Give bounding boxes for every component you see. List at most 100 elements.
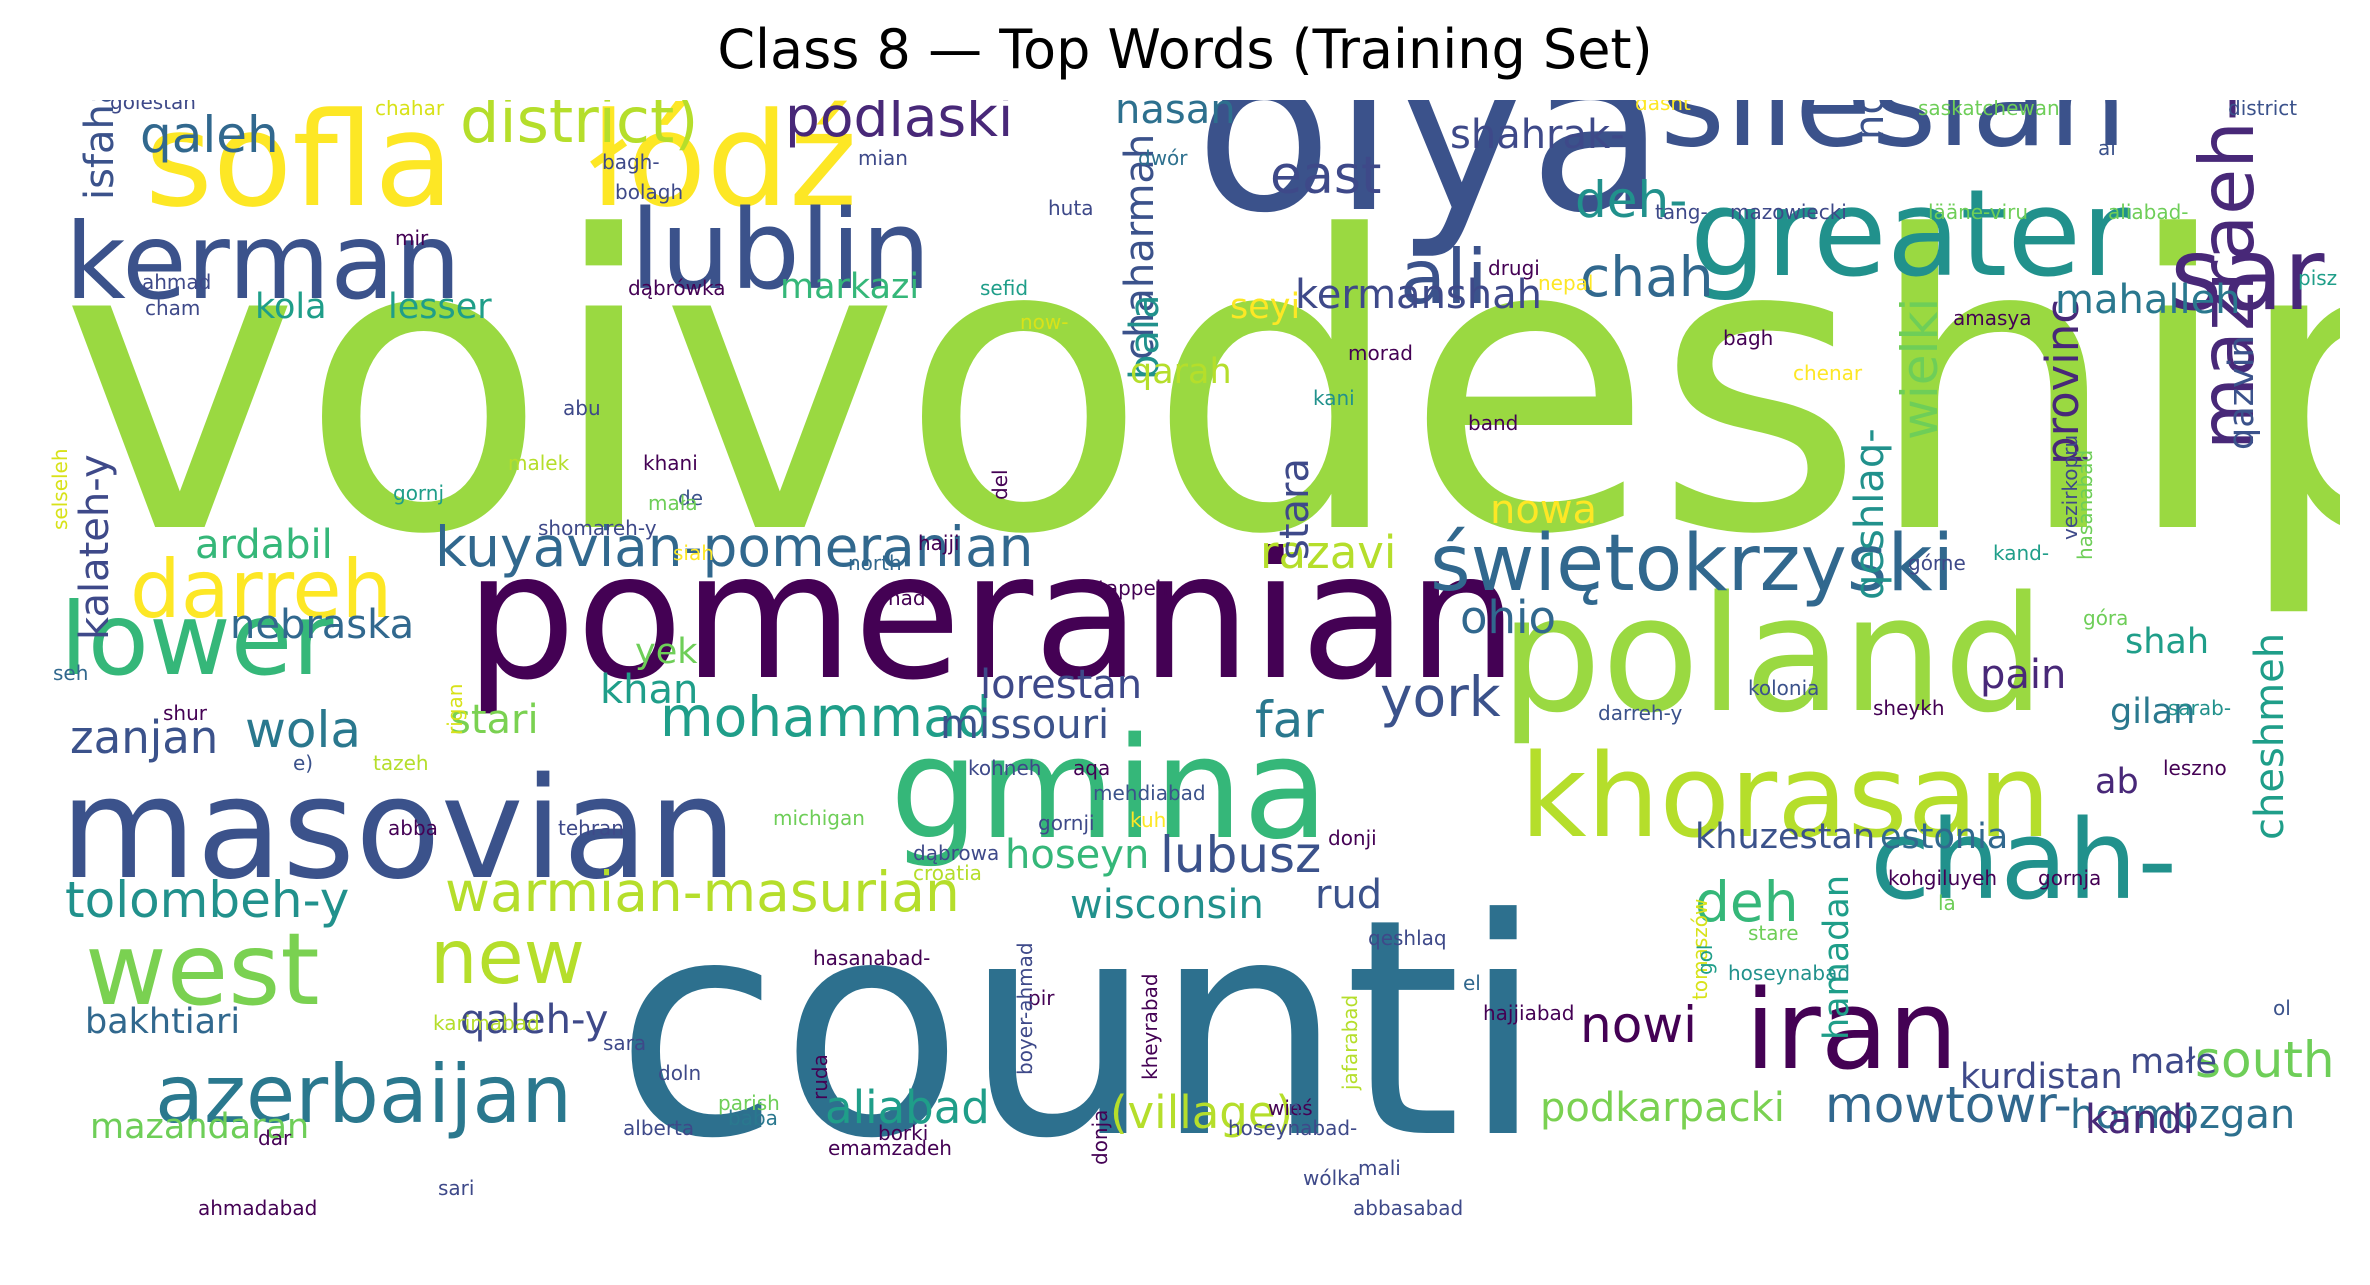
word-new: new bbox=[430, 913, 586, 1001]
word-al: al bbox=[2098, 136, 2116, 160]
word-khani: khani bbox=[643, 451, 698, 475]
word-lower: lower bbox=[60, 581, 334, 698]
word-pisz: pisz bbox=[2298, 266, 2338, 290]
word-mian: mian bbox=[858, 146, 908, 170]
word-dąbrówka: dąbrówka bbox=[628, 276, 726, 300]
word-mir: mir bbox=[395, 226, 429, 250]
word-leszno: leszno bbox=[2163, 756, 2227, 780]
word-now: now- bbox=[1020, 310, 1069, 334]
word-chenar: chenar bbox=[1793, 361, 1863, 385]
word-district: district bbox=[2228, 100, 2298, 120]
word-pain: pain bbox=[1980, 652, 2067, 698]
word-podlaski: podlaski bbox=[785, 100, 1014, 149]
word-rigan: rigan bbox=[443, 683, 467, 735]
word-wielki: wielki bbox=[1891, 297, 1949, 440]
word-hajjiabad: hajjiabad bbox=[1483, 1001, 1575, 1025]
word-lorestan: lorestan bbox=[980, 662, 1143, 708]
word-siah: siah bbox=[673, 541, 714, 565]
word-hormozgan: hormozgan bbox=[2070, 1092, 2296, 1138]
word-sari: sari bbox=[438, 1176, 475, 1200]
word-ruda: ruda bbox=[808, 1054, 832, 1100]
word-village: (village) bbox=[1110, 1086, 1294, 1139]
word-tehran: tehran bbox=[558, 816, 624, 840]
word-aqa: aqa bbox=[1073, 756, 1111, 780]
word-golestan: golestan bbox=[110, 100, 196, 114]
word-lubusz: lubusz bbox=[1160, 826, 1322, 884]
word-band: band bbox=[1468, 411, 1519, 435]
word-tang: tang- bbox=[1655, 200, 1708, 224]
word-cloud: voivodeship counti olya pomeranian poland gmi… bbox=[30, 100, 2340, 1255]
word-chahar: chahar bbox=[375, 100, 445, 120]
word-mowtowr: mowtowr- bbox=[1825, 1076, 2072, 1134]
word-borki: borki bbox=[878, 1121, 929, 1145]
word-doln: doln bbox=[658, 1061, 702, 1085]
word-masovian: masovian bbox=[60, 748, 738, 911]
word-qeshlaq: qeshlaq bbox=[1368, 926, 1447, 950]
word-ahmadabad: ahmadabad bbox=[198, 1196, 318, 1220]
word-aliabad: aliabad bbox=[825, 1081, 990, 1134]
word-sefid: sefid bbox=[980, 276, 1029, 300]
word-vezirkopru: vezirkopru bbox=[2058, 434, 2082, 540]
word-emamzadeh: emamzadeh bbox=[828, 1136, 952, 1160]
word-cheshmeh: cheshmeh bbox=[2247, 632, 2293, 840]
word-abu: abu bbox=[563, 396, 601, 420]
word-lesser: lesser bbox=[388, 287, 492, 327]
word-shur: shur bbox=[163, 701, 207, 725]
word-del: del bbox=[988, 469, 1012, 500]
word-kandi: kandi bbox=[2085, 1097, 2194, 1143]
word-kohgiluyeh: kohgiluyeh bbox=[1888, 866, 1998, 890]
word-góra: góra bbox=[2083, 606, 2129, 630]
word-abbasabad: abbasabad bbox=[1353, 1196, 1464, 1220]
word-kuyavian-pomeranian: kuyavian-pomeranian bbox=[435, 515, 1034, 579]
word-hasan: hasan bbox=[1115, 100, 1236, 133]
word-gmina: gmina bbox=[890, 708, 1329, 871]
word-north: north bbox=[848, 551, 902, 575]
word-hamadan: hamadan bbox=[1817, 874, 1857, 1040]
word-ohio: ohio bbox=[1460, 591, 1557, 644]
word-michigan: michigan bbox=[773, 806, 865, 830]
word-huta: huta bbox=[1048, 196, 1094, 220]
word-alberta: alberta bbox=[623, 1116, 695, 1140]
word-dasht: dasht bbox=[1635, 100, 1691, 115]
word-donji: donji bbox=[1328, 826, 1377, 850]
word-khan: khan bbox=[600, 667, 699, 713]
word-kerman: kerman bbox=[65, 201, 462, 323]
word-ali: ali bbox=[1400, 233, 1488, 321]
word-małe: małe bbox=[2130, 1042, 2218, 1082]
word-abba: abba bbox=[388, 816, 438, 840]
word-seh: seh bbox=[53, 661, 89, 685]
word-kalateh-y: kalateh-y bbox=[72, 454, 118, 640]
word-kermanshah: kermanshah bbox=[1295, 272, 1542, 318]
word-nad: nad bbox=[888, 586, 926, 610]
word-tappeh: tappeh bbox=[1098, 576, 1169, 600]
word-shomareh-y: shomareh-y bbox=[538, 516, 657, 540]
word-markazi: markazi bbox=[780, 267, 920, 307]
word-kand: kand- bbox=[1993, 541, 2050, 565]
word-seyi: seyi bbox=[1230, 287, 1301, 327]
word-drugi: drugi bbox=[1488, 256, 1540, 280]
word-qazvin: qazvin bbox=[2222, 335, 2262, 450]
word-chah: chah- bbox=[1870, 796, 2178, 924]
word-górne: górne bbox=[1908, 551, 1966, 575]
word-kuh: kuh bbox=[1130, 808, 1167, 832]
word-boyer-ahmad: boyer-ahmad bbox=[1013, 942, 1037, 1075]
word-mohammad: mohammad bbox=[660, 685, 992, 749]
word-bakhtiari: bakhtiari bbox=[85, 1002, 241, 1042]
word-poland: poland bbox=[1500, 561, 2045, 748]
word-wisconsin: wisconsin bbox=[1070, 882, 1264, 928]
word-counti: counti bbox=[615, 855, 1545, 1204]
word-olya: olya bbox=[1195, 100, 1667, 263]
word-voivodeship: voivodeship bbox=[60, 151, 2340, 623]
word-kohneh: kohneh bbox=[968, 756, 1042, 780]
word-podkarpacki: podkarpacki bbox=[1540, 1085, 1785, 1131]
word-district: district) bbox=[460, 100, 699, 157]
word-shah: shah bbox=[2125, 622, 2210, 662]
word-dar: dar bbox=[258, 1126, 292, 1150]
word-now: now bbox=[1847, 100, 1893, 140]
word-azerbaijan: azerbaijan bbox=[155, 1048, 573, 1141]
word-stare: stare bbox=[1748, 921, 1799, 945]
word-amasya: amasya bbox=[1953, 306, 2032, 330]
word-e: e) bbox=[293, 751, 314, 775]
word-missouri: missouri bbox=[940, 702, 1110, 748]
word-lublin: lublin bbox=[630, 186, 931, 314]
